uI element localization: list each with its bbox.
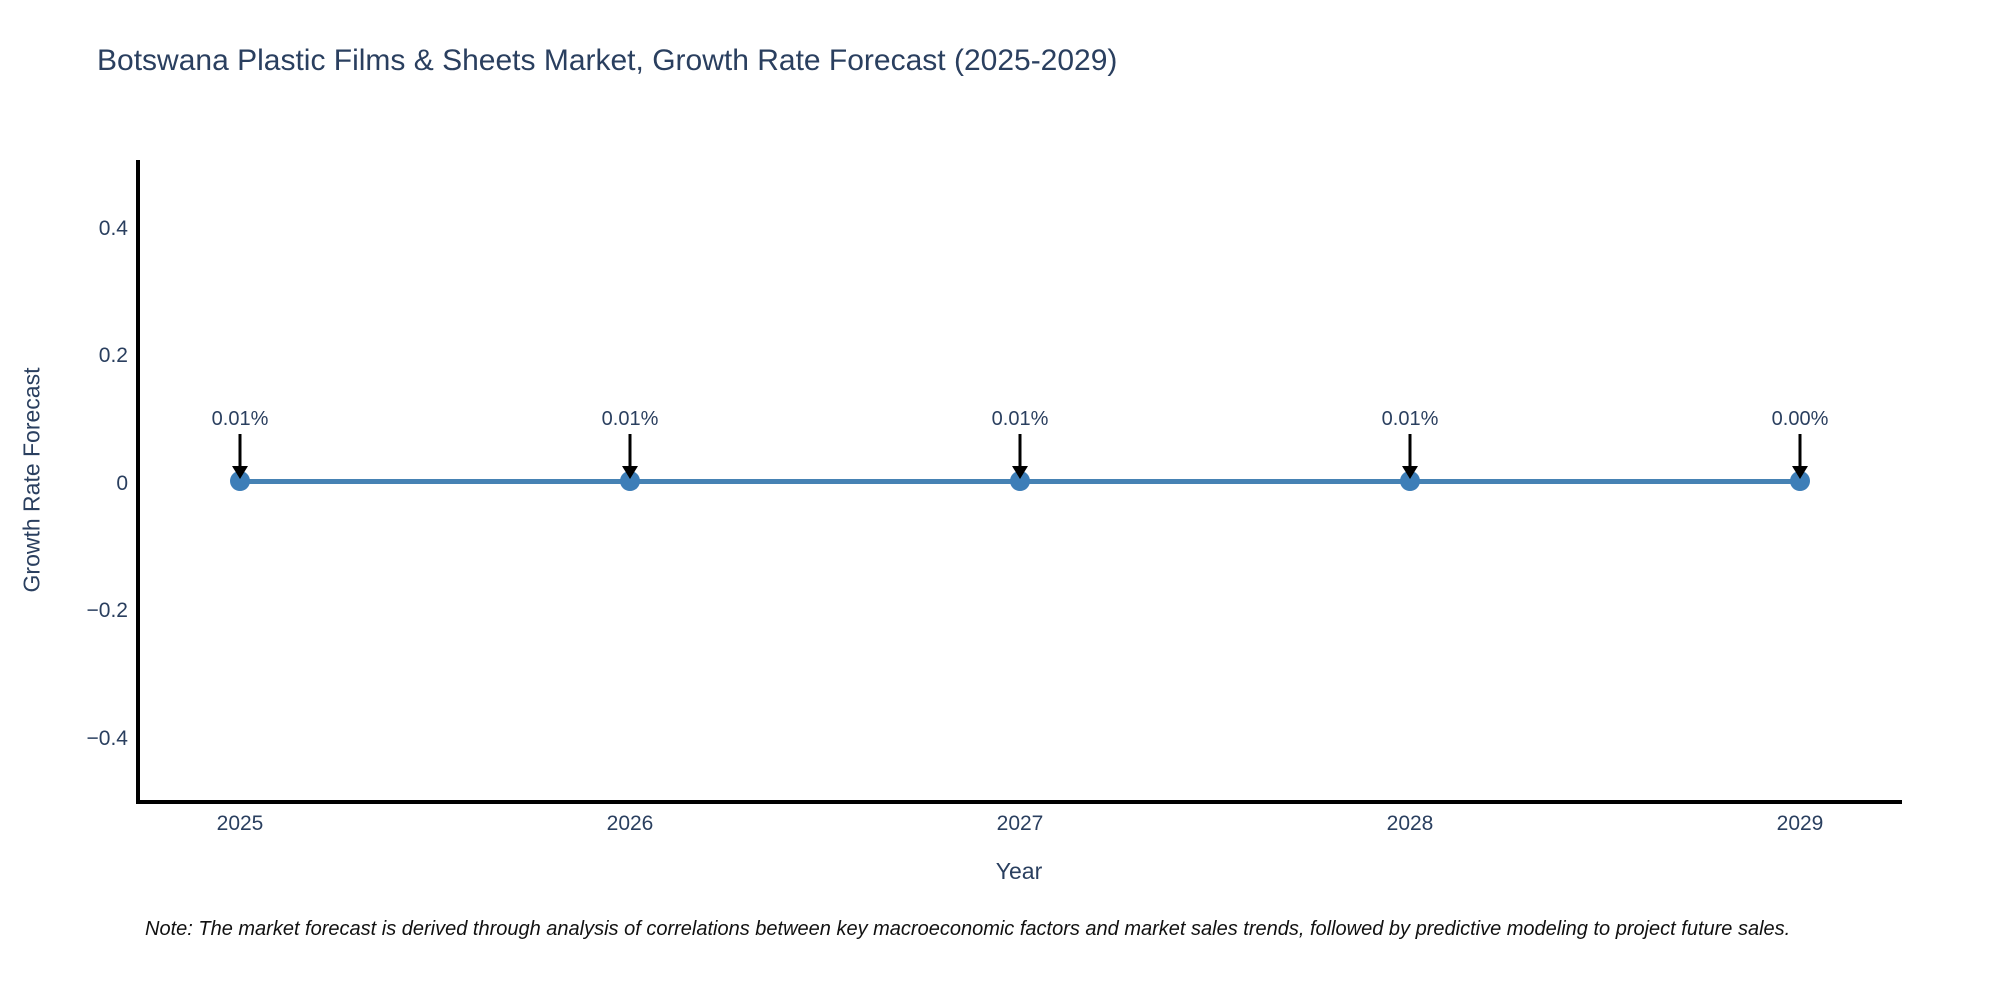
annotation-arrow-head-icon — [232, 466, 248, 479]
annotation-label: 0.01% — [991, 408, 1049, 430]
y-tick-label: −0.2 — [86, 599, 128, 622]
footnote: Note: The market forecast is derived thr… — [145, 918, 1791, 940]
x-tick-label: 2025 — [216, 812, 264, 835]
annotation-arrow-head-icon — [1402, 466, 1418, 479]
annotation-label: 0.01% — [211, 408, 269, 430]
annotation-arrow-shaft — [1798, 434, 1802, 466]
y-tick-label: 0.4 — [98, 216, 128, 240]
annotation-arrow-shaft — [238, 434, 242, 466]
annotation-arrow-shaft — [628, 434, 632, 466]
annotation-arrow-head-icon — [622, 466, 638, 479]
x-axis-title: Year — [995, 858, 1043, 884]
annotation-arrow-head-icon — [1012, 466, 1028, 479]
x-axis-line — [136, 800, 1902, 804]
x-tick-label: 2028 — [1386, 812, 1434, 835]
x-tick-label: 2029 — [1776, 812, 1824, 835]
annotation-label: 0.01% — [601, 408, 659, 430]
annotation-arrow-shaft — [1408, 434, 1412, 466]
chart-title: Botswana Plastic Films & Sheets Market, … — [97, 44, 1118, 77]
annotation-arrow-head-icon — [1792, 466, 1808, 479]
y-axis-line — [136, 160, 140, 804]
y-tick-label: −0.4 — [86, 726, 128, 750]
annotation-label: 0.00% — [1771, 408, 1829, 430]
x-tick-label: 2027 — [996, 812, 1044, 835]
annotation-arrow-shaft — [1018, 434, 1022, 466]
y-tick-label: 0.2 — [98, 344, 128, 367]
annotation-label: 0.01% — [1381, 408, 1439, 430]
y-tick-label: 0 — [116, 471, 128, 495]
x-tick-label: 2026 — [606, 812, 654, 835]
